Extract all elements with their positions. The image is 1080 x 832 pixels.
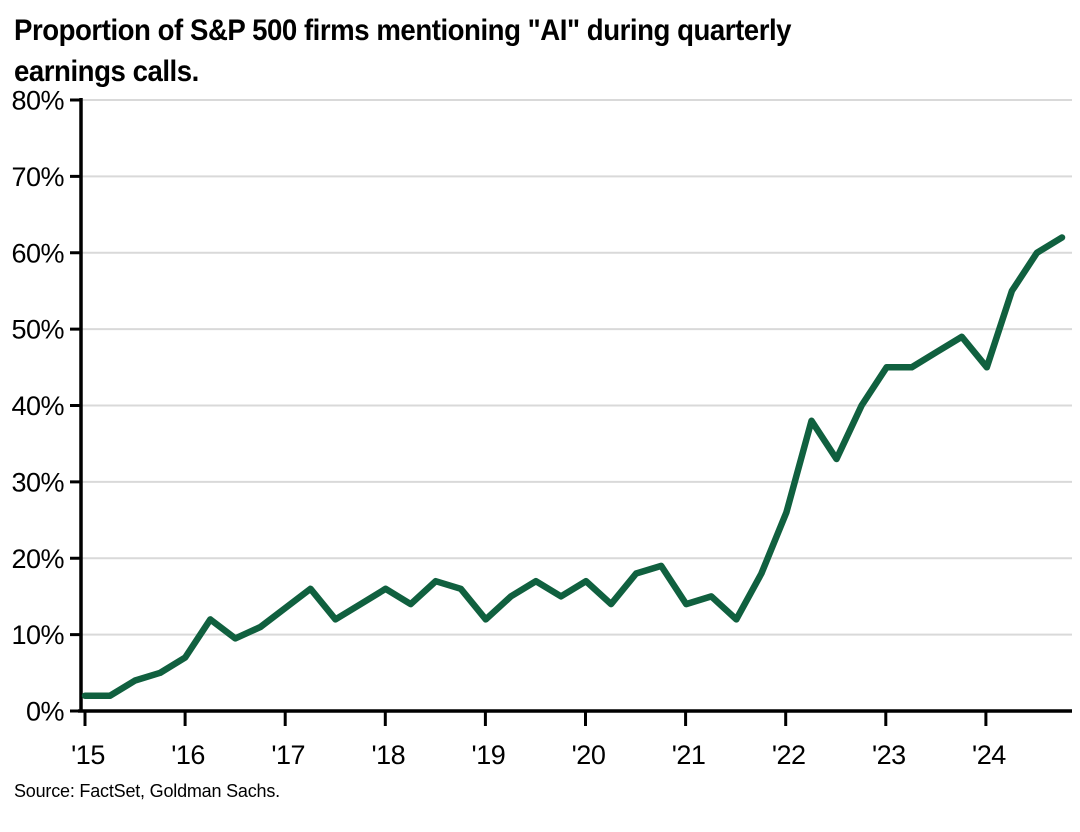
x-tick-label: '20 [572,740,606,770]
x-tick-label: '15 [71,740,105,770]
x-axis-ticks-labels: '15 '16 '17 '18 '19 '20 '21 '22 '23 '24 [71,711,1007,770]
y-tick-label: 0% [26,697,65,727]
x-tick-label: '22 [772,740,806,770]
x-tick-label: '16 [171,740,205,770]
x-tick-label: '24 [972,740,1006,770]
y-tick-label: 70% [11,162,64,192]
chart-title-line-2: earnings calls. [14,55,199,88]
x-tick-label: '19 [472,740,506,770]
source-note: Source: FactSet, Goldman Sachs. [14,781,280,801]
y-tick-label: 80% [11,86,64,116]
chart-title-line-1: Proportion of S&P 500 firms mentioning "… [14,14,792,47]
x-tick-label: '21 [672,740,706,770]
y-axis-ticks-labels: 0% 10% 20% 30% 40% 50% 60% 70% 80% [11,86,81,727]
data-series-line [81,234,1066,699]
chart-title: Proportion of S&P 500 firms mentioning "… [14,10,792,92]
y-tick-label: 10% [11,620,64,650]
y-tick-label: 60% [11,238,64,268]
x-tick-label: '23 [872,740,906,770]
gridlines [81,99,1072,636]
y-tick-label: 20% [11,544,64,574]
y-tick-label: 50% [11,315,64,345]
y-tick-label: 30% [11,467,64,497]
x-tick-label: '17 [271,740,305,770]
x-tick-label: '18 [371,740,405,770]
y-tick-label: 40% [11,391,64,421]
